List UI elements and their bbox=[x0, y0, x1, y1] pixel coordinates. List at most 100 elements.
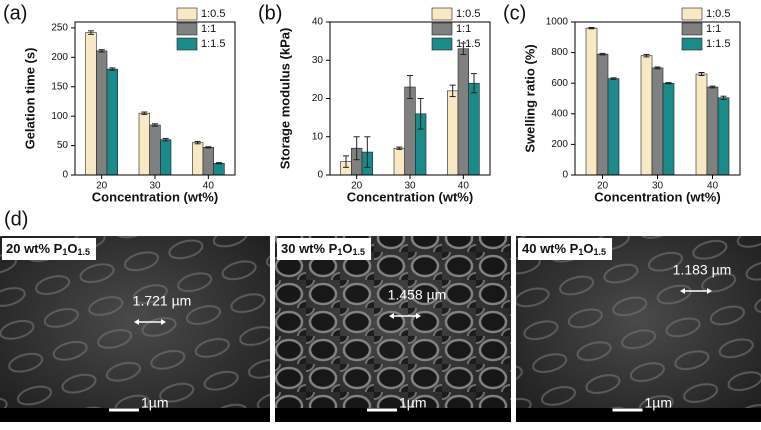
bar bbox=[607, 78, 620, 176]
error-bar bbox=[720, 95, 727, 100]
error-bar bbox=[698, 71, 705, 77]
legend-swatch bbox=[176, 37, 198, 51]
x-tick-label: 30 bbox=[404, 181, 416, 192]
error-bar bbox=[364, 136, 371, 168]
image-title-part: O bbox=[342, 241, 352, 256]
plot-frame bbox=[74, 21, 236, 176]
image-title-part: 40 wt% P bbox=[522, 241, 579, 256]
scale-label: 1µm bbox=[645, 395, 673, 411]
error-bar bbox=[98, 49, 105, 53]
y-tick-label: 150 bbox=[51, 81, 68, 92]
error-bar bbox=[396, 146, 403, 150]
y-tick-label: 20 bbox=[312, 93, 324, 104]
error-bar bbox=[643, 53, 650, 58]
sem-info-bar bbox=[275, 408, 511, 422]
legend-swatch bbox=[431, 22, 453, 36]
legend-label: 1:1.5 bbox=[706, 38, 730, 50]
y-tick-label: 40 bbox=[312, 17, 324, 28]
x-tick-label: 30 bbox=[652, 181, 664, 192]
error-bar bbox=[205, 146, 212, 149]
bar bbox=[138, 112, 150, 176]
panel-label: (a) bbox=[3, 2, 27, 24]
error-bar bbox=[141, 111, 148, 115]
sem-texture bbox=[275, 236, 511, 408]
x-tick-label: 40 bbox=[203, 181, 215, 192]
error-bar bbox=[152, 123, 158, 127]
bar bbox=[717, 97, 730, 176]
y-tick-label: 250 bbox=[51, 23, 68, 34]
error-bar bbox=[343, 155, 349, 168]
legend-label: 1:1 bbox=[456, 23, 471, 35]
bar bbox=[468, 82, 480, 176]
legend-swatch bbox=[681, 7, 703, 21]
sem-info-bar bbox=[516, 408, 761, 422]
x-tick-label: 30 bbox=[149, 181, 161, 192]
x-tick-label: 40 bbox=[458, 181, 470, 192]
legend-swatch bbox=[431, 37, 453, 51]
image-title-part: 1.5 bbox=[78, 247, 91, 257]
panel-label: (c) bbox=[503, 2, 526, 24]
panel-label: (b) bbox=[258, 2, 282, 24]
image-title-part: O bbox=[583, 241, 593, 256]
legend-swatch bbox=[681, 37, 703, 51]
bar bbox=[706, 86, 719, 176]
bar bbox=[404, 86, 416, 176]
y-axis-title: Storage modulus (kPa) bbox=[277, 28, 292, 170]
legend-swatch bbox=[431, 7, 453, 21]
bar bbox=[160, 139, 172, 176]
error-bar bbox=[407, 75, 413, 99]
image-title-part: 20 wt% P bbox=[6, 241, 63, 256]
bar bbox=[202, 147, 214, 176]
y-tick-label: 100 bbox=[51, 111, 68, 122]
plot-frame bbox=[329, 21, 491, 176]
legend-label: 1:0.5 bbox=[706, 8, 730, 20]
y-tick-label: 200 bbox=[551, 139, 568, 150]
image-title: 20 wt% P1O1.5 bbox=[6, 241, 90, 257]
error-bar bbox=[353, 136, 360, 161]
error-bar bbox=[194, 140, 201, 145]
error-bar bbox=[709, 85, 716, 89]
pore-size: 1.721 µm bbox=[133, 293, 192, 309]
error-bar bbox=[88, 30, 94, 35]
y-tick-label: 0 bbox=[317, 170, 323, 181]
scale-label: 1µm bbox=[141, 395, 169, 411]
error-bar bbox=[654, 66, 661, 70]
bar bbox=[596, 53, 609, 176]
error-bar bbox=[449, 84, 456, 98]
y-tick-label: 50 bbox=[57, 140, 69, 151]
error-bar bbox=[599, 52, 606, 56]
y-tick-label: 800 bbox=[551, 47, 568, 58]
y-axis-title: Gelation time (s) bbox=[22, 48, 37, 150]
legend-label: 1:1.5 bbox=[456, 38, 480, 50]
plot-frame bbox=[574, 21, 741, 176]
bar bbox=[96, 50, 108, 176]
x-axis-title: Concentration (wt%) bbox=[92, 189, 218, 204]
error-bar bbox=[610, 77, 617, 80]
image-title-part: O bbox=[67, 241, 77, 256]
bar bbox=[393, 147, 405, 176]
y-axis-title: Swelling ratio (%) bbox=[522, 44, 537, 152]
legend-swatch bbox=[176, 7, 198, 21]
error-bar bbox=[471, 73, 477, 94]
error-bar bbox=[588, 27, 595, 30]
image-title-part: 1.5 bbox=[594, 247, 607, 257]
x-tick-label: 40 bbox=[707, 181, 719, 192]
bar bbox=[457, 48, 469, 176]
y-tick-label: 200 bbox=[51, 52, 68, 63]
bar bbox=[585, 27, 598, 176]
pore-size: 1.458 µm bbox=[388, 287, 447, 303]
error-bar bbox=[417, 98, 424, 130]
image-title: 40 wt% P1O1.5 bbox=[522, 241, 606, 257]
image-title-box bbox=[518, 238, 613, 260]
image-title-part: 30 wt% P bbox=[281, 241, 338, 256]
bar bbox=[447, 90, 459, 176]
bar bbox=[213, 162, 225, 176]
y-tick-label: 0 bbox=[562, 170, 568, 181]
bar bbox=[192, 142, 204, 176]
error-bar bbox=[460, 42, 467, 56]
legend-label: 1:1.5 bbox=[201, 38, 225, 50]
scale-label: 1µm bbox=[399, 395, 427, 411]
legend-label: 1:0.5 bbox=[456, 8, 480, 20]
